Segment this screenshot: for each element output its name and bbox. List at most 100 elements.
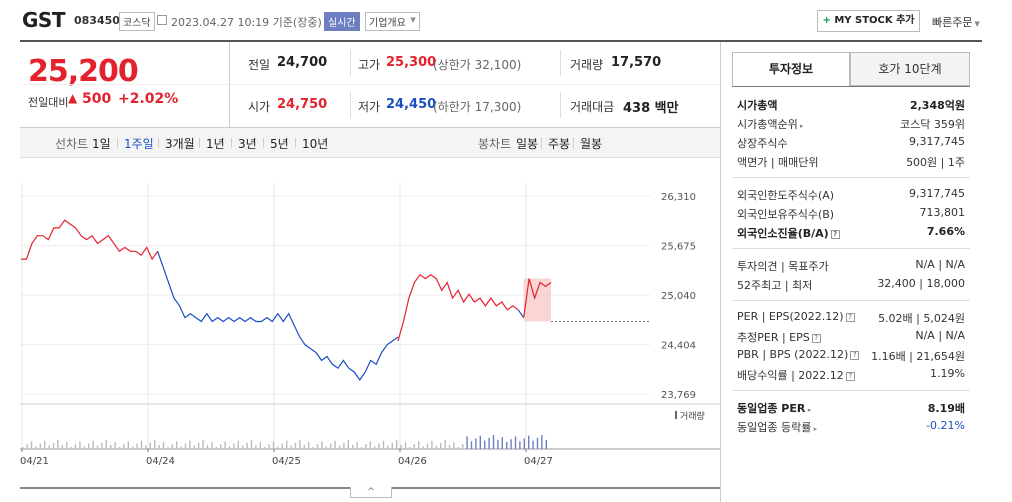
volume-bar [448, 444, 451, 449]
candle-tab-2[interactable]: 월봉 [580, 137, 603, 151]
line-tab-1[interactable]: 1주일 [124, 137, 154, 151]
amount-label: 거래대금 [570, 100, 615, 114]
company-info-button[interactable]: 기업개요 ▼ [365, 12, 420, 31]
divider [229, 42, 230, 130]
market-badge: 코스닥 [119, 12, 155, 31]
par-value: 500원 | 1주 [906, 156, 965, 169]
volume-bar [176, 441, 178, 449]
lower-limit: (하한가 17,300) [433, 100, 522, 114]
volume-bar [506, 442, 508, 449]
sector-rate-label[interactable]: 동일업종 등락률 ▸ [737, 419, 817, 435]
low-label: 저가 [358, 100, 381, 114]
volume-bar [52, 442, 55, 449]
line-tab-0[interactable]: 1일 [92, 137, 111, 151]
help-icon[interactable]: ? [830, 230, 840, 239]
rank-label-text: 시가총액순위 [737, 118, 798, 131]
chevron-down-icon: ▼ [974, 20, 980, 28]
divider [350, 92, 351, 118]
help-icon[interactable]: ? [850, 351, 860, 360]
volume-bar [369, 441, 371, 449]
volume-bar [184, 443, 187, 449]
divider [732, 177, 970, 178]
volume-bar [220, 444, 222, 449]
volume-bar [303, 444, 305, 449]
candle-tab-0[interactable]: 일봉 [516, 137, 539, 151]
rank-value: 코스닥 359위 [900, 118, 965, 131]
volume-bar [343, 442, 345, 449]
stock-name: GST [22, 8, 65, 32]
rank-label[interactable]: 시가총액순위 ▸ [737, 116, 803, 132]
line-tab-3[interactable]: 1년 [206, 137, 225, 151]
foreign-ratio-label: 외국인소진율(B/A)? [737, 225, 840, 241]
sector-per-label[interactable]: 동일업종 PER ▸ [737, 400, 811, 416]
price-chart[interactable]: 26,310 25,675 25,040 24,404 23,769 04/21 04/24… [20, 158, 720, 488]
open-label: 시가 [248, 100, 271, 114]
volume-bar [66, 442, 68, 449]
volume-bar [110, 444, 112, 449]
volume-bar [440, 442, 442, 449]
per-value: 5.02배 | 5,024원 [878, 312, 965, 325]
dividend-label: 배당수익률 | 2022.12? [737, 367, 855, 383]
quick-order-label: 빠른주문 [932, 16, 973, 29]
volume-bar [272, 441, 275, 449]
candle-tab-1[interactable]: 주봉 [548, 137, 571, 151]
volume-bar [114, 442, 116, 449]
volume-bar [312, 447, 314, 449]
x-tick-label: 04/26 [398, 456, 427, 467]
line-tab-2[interactable]: 3개월 [165, 137, 195, 151]
prev-label: 전일 [248, 58, 271, 72]
price-line-segment [21, 219, 159, 261]
low-value: 24,450 [386, 97, 437, 112]
realtime-badge[interactable]: 실시간 [324, 12, 360, 31]
volume-bar [382, 440, 385, 449]
volume-bar [325, 446, 327, 449]
volume-bar [365, 444, 367, 449]
volume-bar [259, 442, 261, 449]
foreign-hold-label: 외국인보유주식수(B) [737, 208, 835, 221]
x-tick-label: 04/24 [146, 456, 175, 467]
est-per-value: N/A | N/A [915, 329, 965, 342]
collapse-toggle[interactable]: ^ [350, 487, 392, 498]
chevron-right-icon: ▸ [797, 122, 804, 130]
foreign-hold-value: 713,801 [919, 206, 966, 219]
line-tab-5[interactable]: 5년 [270, 137, 289, 151]
volume-bar [360, 447, 363, 449]
shares-value: 9,317,745 [909, 135, 965, 148]
calendar-icon [157, 15, 167, 25]
tab-invest-info[interactable]: 투자정보 [732, 52, 850, 86]
volume-bar [224, 441, 226, 449]
volume-bar [378, 443, 380, 449]
volume-bar [431, 440, 433, 449]
help-icon[interactable]: ? [811, 334, 821, 343]
line-tab-4[interactable]: 3년 [238, 137, 257, 151]
line-tab-6[interactable]: 10년 [302, 137, 329, 151]
y-tick-label: 25,675 [661, 242, 696, 253]
volume-bar [466, 436, 468, 449]
volume-bar [435, 445, 437, 449]
candle-chart-label: 봉차트 [478, 137, 512, 151]
mystock-button[interactable]: + MY STOCK 추가 [817, 10, 920, 32]
volume-bar [418, 441, 420, 449]
help-icon[interactable]: ? [845, 313, 855, 322]
volume-bar [492, 435, 495, 449]
volume-bar [237, 440, 239, 449]
tab-separator [295, 138, 296, 148]
volume-bar [519, 441, 521, 449]
volume-bar [242, 445, 244, 449]
amount-value: 438 백만 [623, 101, 679, 116]
x-tick-label: 04/21 [20, 456, 49, 467]
volume-bar [299, 440, 301, 449]
quick-order-button[interactable]: 빠른주문 ▼ [932, 14, 980, 30]
sector-rate-value: -0.21% [926, 419, 965, 432]
volume-bar [255, 444, 257, 449]
market-cap-value: 2,348억원 [909, 99, 965, 112]
pbr-label: PBR | BPS (2022.12)? [737, 348, 860, 361]
high-label: 고가 [358, 58, 381, 72]
volume-bar [374, 446, 376, 449]
divider [560, 50, 561, 76]
tab-orderbook[interactable]: 호가 10단계 [850, 52, 970, 86]
dividend-label-text: 배당수익률 | 2022.12 [737, 369, 844, 382]
tab-separator [263, 138, 264, 148]
help-icon[interactable]: ? [845, 372, 855, 381]
